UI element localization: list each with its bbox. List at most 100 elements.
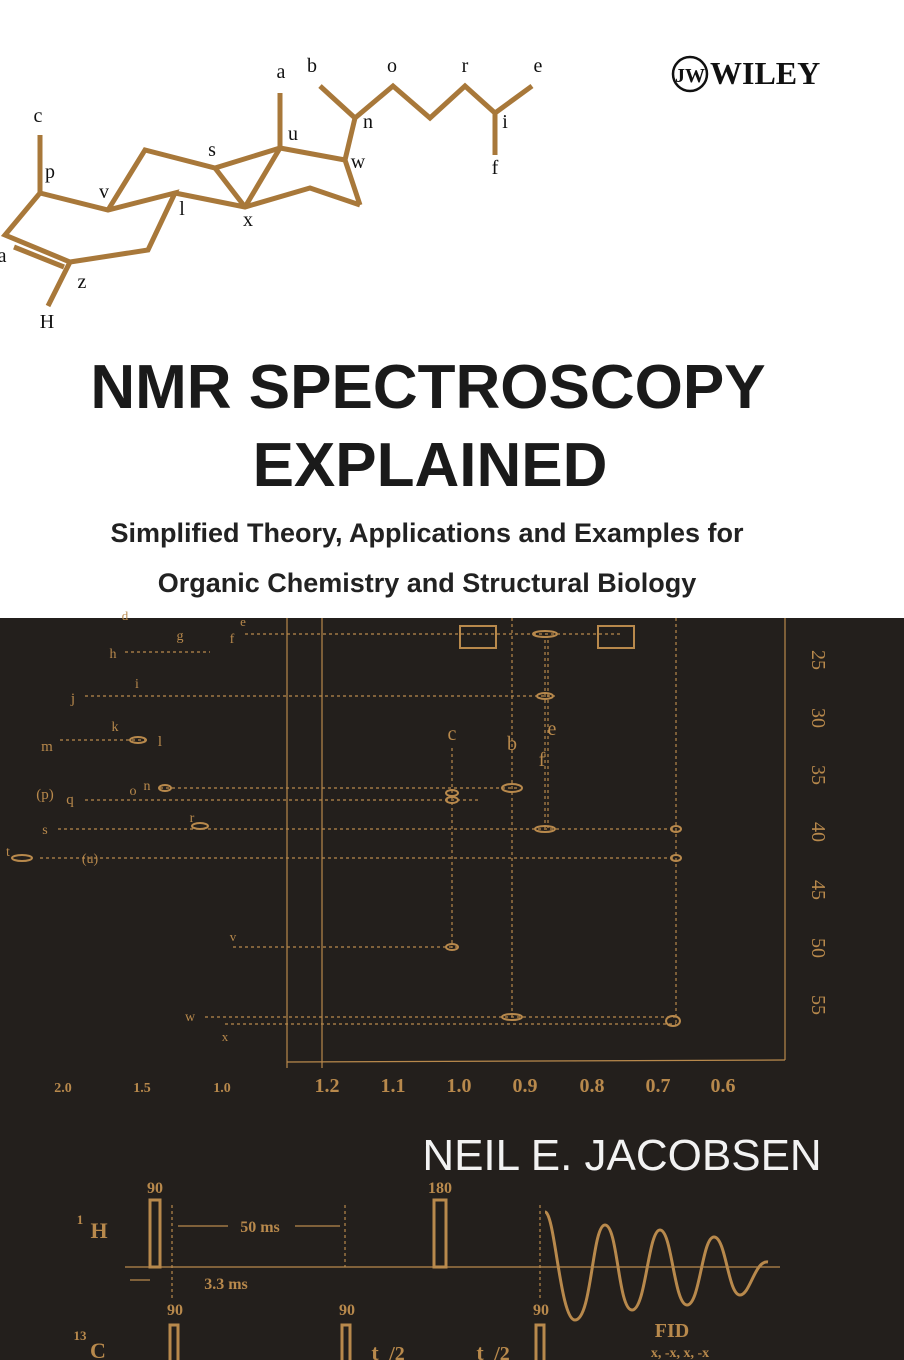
atom-label: a [277, 61, 286, 83]
peak-label: v [230, 929, 237, 944]
atom-label: p [45, 161, 55, 183]
pulse-sequence [125, 1198, 780, 1360]
peak-label: x [222, 1029, 229, 1044]
peak [445, 796, 459, 804]
atom-label: f [492, 157, 499, 179]
peak-label: o [130, 784, 137, 799]
peak-label: e [240, 614, 246, 629]
peak [501, 1013, 523, 1021]
axis-label: 0.8 [580, 1075, 605, 1097]
peak-label: q [66, 792, 74, 808]
atom-label: s [208, 139, 216, 161]
pulse-label: FID [655, 1320, 689, 1342]
pulse [168, 1323, 180, 1360]
logo-mark: JW [675, 65, 705, 87]
pulse-label: 180 [428, 1180, 452, 1197]
atom-label: n [363, 111, 373, 133]
pulse-label: C [90, 1338, 106, 1360]
pulse-label: H [90, 1218, 107, 1243]
pulse-label: 13 [74, 1328, 88, 1343]
logo-ring [671, 55, 709, 93]
peak [536, 692, 554, 700]
peak-box [459, 625, 497, 649]
pulse [340, 1323, 352, 1360]
double-bond [13, 244, 65, 270]
axis-label: 45 [807, 880, 829, 900]
axis-label: 30 [807, 708, 829, 728]
peak-label: (p) [36, 787, 54, 803]
peak [11, 854, 33, 862]
axis-label: 0.7 [646, 1075, 671, 1097]
atom-label: H [40, 311, 54, 333]
peak-spots [11, 630, 682, 1027]
peak [129, 736, 147, 744]
atom-label: x [243, 209, 253, 231]
pulse-label: 50 ms [240, 1219, 280, 1236]
axis-label: 1.0 [213, 1081, 231, 1096]
peak [665, 1015, 681, 1027]
axis-label: 1.1 [381, 1075, 406, 1097]
axis-label: 25 [807, 650, 829, 670]
top-panel [0, 0, 904, 618]
axis-label: 50 [807, 938, 829, 958]
atom-label: e [534, 55, 543, 77]
peak-label: l [158, 734, 162, 750]
ring-bond [213, 166, 247, 209]
peak-label: w [185, 1010, 196, 1025]
pulse-label: 90 [533, 1302, 549, 1319]
atom-label: r [462, 55, 469, 77]
molecule-structure [0, 82, 534, 308]
publisher-logo [671, 55, 709, 93]
peak [670, 854, 682, 862]
atom-label: c [34, 105, 43, 127]
fid-wave [543, 1210, 769, 1322]
peak-label: g [177, 629, 184, 644]
atom-label: l [179, 198, 185, 220]
atom-label: b [307, 55, 317, 77]
peak-label: m [41, 739, 53, 755]
atom-label: o [387, 55, 397, 77]
peak-label: (u) [82, 852, 99, 867]
atom-label: a [0, 245, 7, 267]
peak [445, 943, 459, 951]
h-bond [45, 260, 73, 308]
peak [534, 825, 556, 833]
pulse-label: t [476, 1340, 484, 1360]
peak-label: c [448, 723, 457, 745]
atom-label: z [78, 271, 87, 293]
atom-label: w [351, 151, 366, 173]
axis-label: 0.6 [711, 1075, 736, 1097]
title-line: NMR SPECTROSCOPY [90, 353, 765, 422]
pulse-label: 3.3 ms [204, 1276, 248, 1293]
ring-c-bottom [174, 185, 361, 210]
peak-label: n [144, 779, 151, 794]
pulse [148, 1198, 162, 1269]
spectrum-plot [11, 618, 786, 1068]
ring-b-top [105, 145, 281, 212]
pulse-label: /2 [388, 1343, 405, 1360]
peak-label: f [539, 749, 546, 771]
axis-label: 1.0 [447, 1075, 472, 1097]
peak-label: i [135, 677, 139, 692]
ring-bond [242, 146, 283, 209]
title-line: EXPLAINED [253, 431, 608, 500]
peak-label: e [548, 718, 557, 740]
pulse-label: /2 [493, 1343, 510, 1360]
axis-label: 1.2 [315, 1075, 340, 1097]
peak-label: t [6, 845, 10, 860]
pulse [432, 1198, 448, 1269]
axis-label: 35 [807, 765, 829, 785]
peak-label: j [70, 691, 75, 707]
peak-label: h [110, 647, 117, 662]
author-name: NEIL E. JACOBSEN [422, 1131, 821, 1180]
pulse-label: 90 [339, 1302, 355, 1319]
peak [501, 783, 523, 793]
pulse-label: 90 [167, 1302, 183, 1319]
pulse-label: 90 [147, 1180, 163, 1197]
pulse [534, 1323, 546, 1360]
subtitle-line: Organic Chemistry and Structural Biology [158, 568, 697, 598]
peak [670, 825, 682, 833]
peak-label: d [122, 608, 129, 623]
pulse-label: x, -x, x, -x [651, 1346, 709, 1360]
